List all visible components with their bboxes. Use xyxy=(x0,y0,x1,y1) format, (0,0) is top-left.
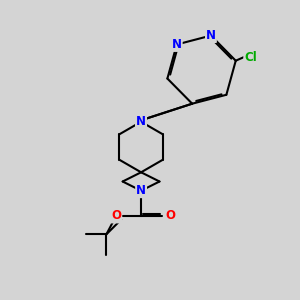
Text: N: N xyxy=(172,38,182,51)
Text: O: O xyxy=(166,209,176,223)
Text: N: N xyxy=(136,115,146,128)
Text: N: N xyxy=(136,114,146,127)
Text: N: N xyxy=(136,184,146,197)
Text: O: O xyxy=(111,209,121,223)
Text: Cl: Cl xyxy=(244,51,257,64)
Text: N: N xyxy=(206,29,216,42)
